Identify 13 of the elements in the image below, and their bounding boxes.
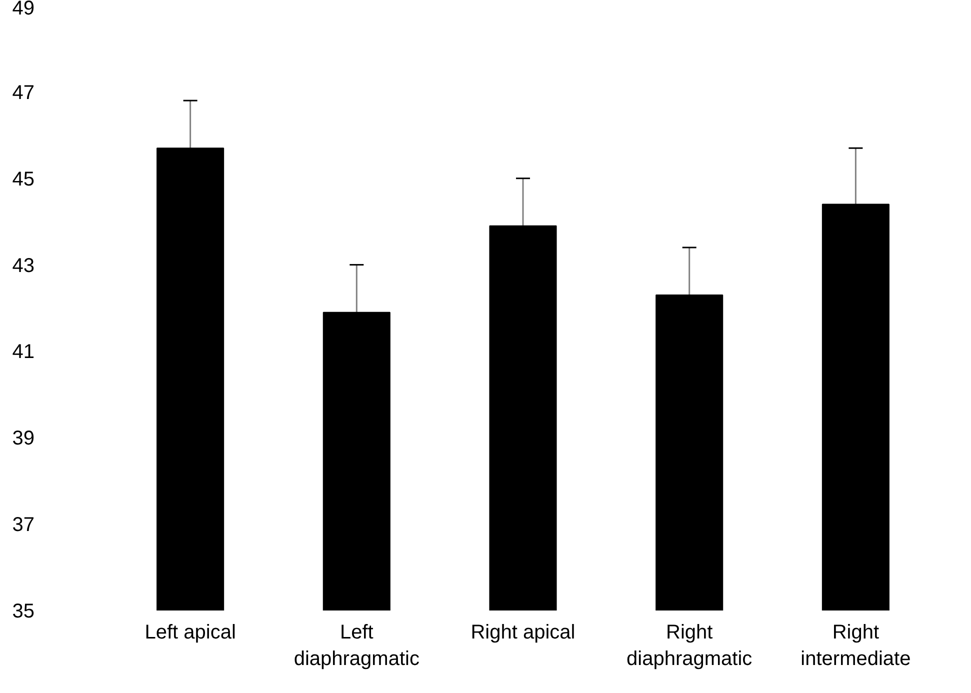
x-tick-label: Right apical	[470, 622, 576, 644]
y-tick-label: 43	[12, 254, 35, 277]
x-tick-label: Left apical	[144, 622, 236, 644]
x-tick-label: Right diaphragmatic	[626, 622, 752, 670]
x-tick-label: Right intermediate	[800, 622, 911, 670]
y-tick-label: 41	[12, 341, 35, 364]
y-tick-label: 35	[12, 600, 35, 622]
y-tick-label: 49	[12, 0, 35, 20]
x-tick-label: Left diaphragmatic	[294, 622, 420, 670]
y-tick-label: 45	[12, 168, 35, 190]
y-tick-label: 39	[12, 428, 35, 450]
y-tick-label: 47	[12, 82, 35, 104]
y-tick-label: 37	[12, 514, 35, 536]
